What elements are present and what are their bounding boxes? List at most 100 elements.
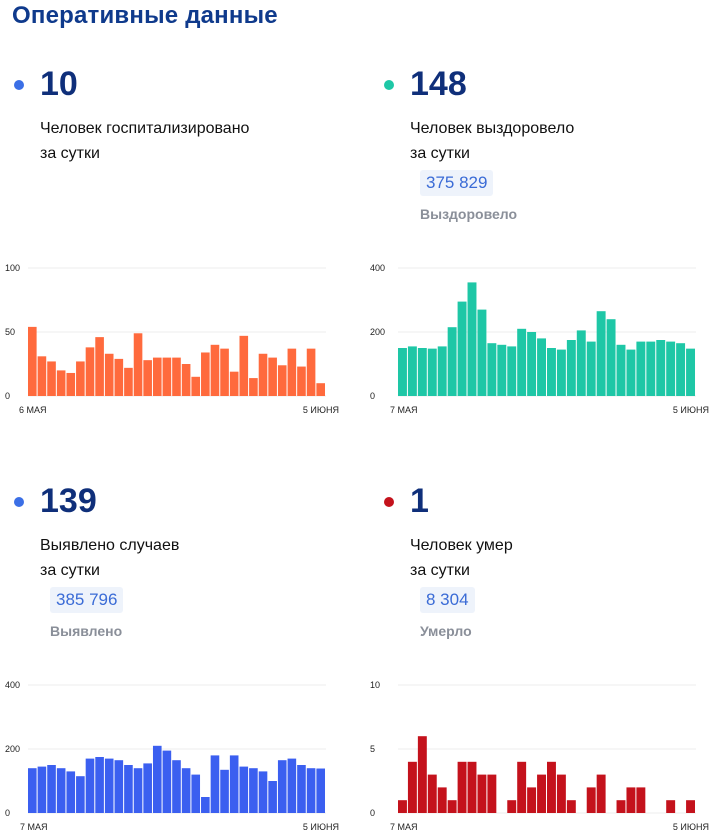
bar [437,787,447,813]
bar [636,787,646,813]
bar [56,370,66,396]
bar [666,341,676,396]
bar [596,774,606,813]
bar [447,800,457,813]
bar [277,760,287,813]
bar [47,765,56,813]
bar [172,760,181,813]
bar [85,758,95,813]
bar [636,341,646,396]
bar [114,760,124,813]
bar [133,333,143,396]
bar [47,361,56,396]
bar [527,332,537,396]
stat-total: 375 829 [420,170,494,196]
bar [666,800,676,813]
bar [76,361,85,396]
bar [28,326,37,396]
bar [95,337,104,396]
stat-desc-line2: за сутки [40,145,100,162]
bar [477,774,487,813]
x-start-label: 7 МАЯ [390,822,418,832]
stat-description: Человек выздоровело за сутки [410,116,690,166]
bar [287,348,297,396]
stat-desc-line2: за сутки [40,562,100,579]
bar [556,349,566,396]
x-end-label: 5 ИЮНЯ [673,405,709,415]
bar [576,330,586,396]
bar [586,341,596,396]
bar [66,372,76,396]
bar [487,343,497,396]
stat-value: 139 [40,482,97,520]
bar [76,776,85,813]
bar [517,761,527,813]
stat-value: 148 [410,65,467,103]
bar [95,757,104,813]
bar [220,769,229,813]
y-tick-label: 400 [5,680,20,690]
bar [537,774,546,813]
bar [239,766,249,813]
bar [229,755,239,813]
bar [457,301,467,396]
bar [586,787,596,813]
x-start-label: 7 МАЯ [20,822,48,832]
bar [507,800,517,813]
bar [56,768,66,813]
page-title: Оперативные данные [12,2,278,29]
stat-dot [14,80,24,90]
y-tick-label: 0 [370,808,375,818]
bar [152,357,162,396]
stat-description: Выявлено случаев за сутки [40,533,320,583]
bar [437,346,447,396]
bar [537,338,546,396]
bar [487,774,497,813]
y-tick-label: 200 [5,744,20,754]
detected-chart: 0 200 400 7 МАЯ 5 ИЮНЯ [5,680,339,832]
bar [297,366,306,396]
y-tick-label: 100 [5,263,20,273]
bar [268,781,277,813]
bar [162,357,172,396]
y-tick-label: 0 [5,391,10,401]
bar [616,344,626,396]
stat-desc-line2: за сутки [410,562,470,579]
bar [556,774,566,813]
bar [191,774,201,813]
bar [172,357,181,396]
stat-desc-line1: Человек выздоровело [410,120,575,137]
bar [398,800,407,813]
stat-value: 10 [40,65,78,103]
bar [417,736,427,813]
bar [686,348,695,396]
bar [656,340,666,396]
bar [297,765,306,813]
bar [37,356,47,396]
stat-desc-line2: за сутки [410,145,470,162]
bar [427,774,437,813]
x-start-label: 6 МАЯ [19,405,47,415]
bar [616,800,626,813]
bar [28,768,37,813]
y-tick-label: 0 [370,391,375,401]
stat-total: 8 304 [420,587,475,613]
bar [210,344,220,396]
bar [268,357,277,396]
stat-dot [384,497,394,507]
bar [547,348,556,396]
bar [447,327,457,396]
bar [566,340,576,396]
bar [497,344,507,396]
bar [249,768,258,813]
bar [306,348,316,396]
deaths-chart: 0 5 10 7 МАЯ 5 ИЮНЯ [370,680,709,832]
bar [37,766,47,813]
bar [124,765,133,813]
bar [316,383,325,396]
bar [85,347,95,396]
bar [417,348,427,396]
bar [66,771,76,813]
x-end-label: 5 ИЮНЯ [673,822,709,832]
bar [626,349,636,396]
